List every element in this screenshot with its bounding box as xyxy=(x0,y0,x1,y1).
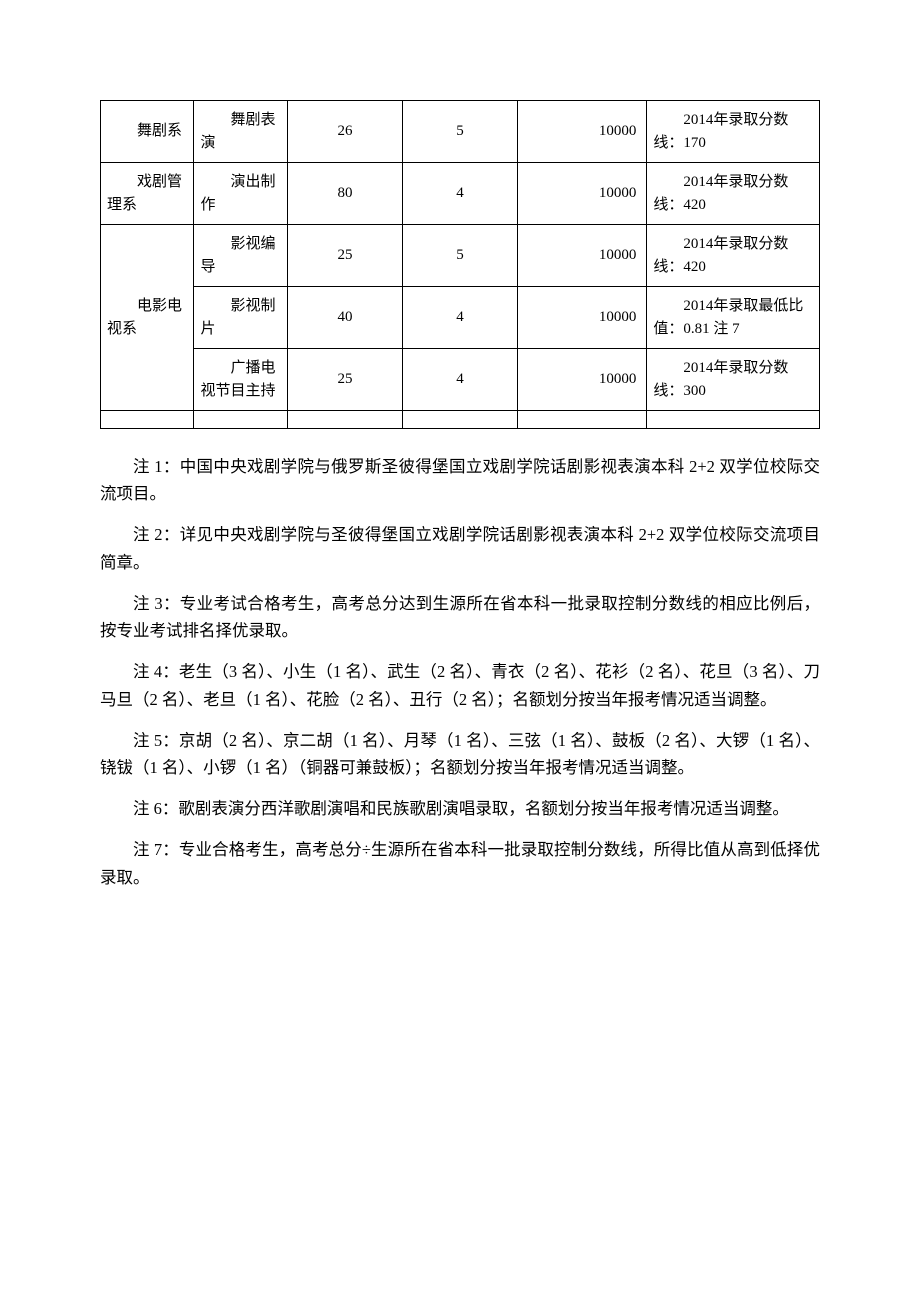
note-paragraph: 注 4：老生（3 名）、小生（1 名）、武生（2 名）、青衣（2 名）、花衫（2… xyxy=(100,658,820,712)
note-paragraph: 注 7：专业合格考生，高考总分÷生源所在省本科一批录取控制分数线，所得比值从高到… xyxy=(100,836,820,890)
cell-department: 舞剧系 xyxy=(101,101,194,163)
cell-years: 5 xyxy=(402,225,517,287)
note-paragraph: 注 1：中国中央戏剧学院与俄罗斯圣彼得堡国立戏剧学院话剧影视表演本科 2+2 双… xyxy=(100,453,820,507)
cell-quota: 25 xyxy=(287,225,402,287)
note-paragraph: 注 3：专业考试合格考生，高考总分达到生源所在省本科一批录取控制分数线的相应比例… xyxy=(100,590,820,644)
admission-table: 舞剧系舞剧表演265100002014年录取分数线：170戏剧管理系演出制作80… xyxy=(100,100,820,429)
table-row: 戏剧管理系演出制作804100002014年录取分数线：420 xyxy=(101,163,820,225)
cell-major: 舞剧表演 xyxy=(194,101,287,163)
cell-fee: 10000 xyxy=(518,101,647,163)
cell-years: 4 xyxy=(402,163,517,225)
cell-empty xyxy=(287,411,402,429)
cell-major: 演出制作 xyxy=(194,163,287,225)
cell-note: 2014年录取分数线：420 xyxy=(647,225,820,287)
cell-quota: 25 xyxy=(287,349,402,411)
cell-major: 影视编导 xyxy=(194,225,287,287)
note-paragraph: 注 5：京胡（2 名）、京二胡（1 名）、月琴（1 名）、三弦（1 名）、鼓板（… xyxy=(100,727,820,781)
cell-quota: 80 xyxy=(287,163,402,225)
note-paragraph: 注 2：详见中央戏剧学院与圣彼得堡国立戏剧学院话剧影视表演本科 2+2 双学位校… xyxy=(100,521,820,575)
cell-empty xyxy=(647,411,820,429)
cell-note: 2014年录取最低比值：0.81 注 7 xyxy=(647,287,820,349)
cell-quota: 40 xyxy=(287,287,402,349)
note-paragraph: 注 6：歌剧表演分西洋歌剧演唱和民族歌剧演唱录取，名额划分按当年报考情况适当调整… xyxy=(100,795,820,822)
cell-fee: 10000 xyxy=(518,163,647,225)
cell-fee: 10000 xyxy=(518,225,647,287)
table-row: 舞剧系舞剧表演265100002014年录取分数线：170 xyxy=(101,101,820,163)
cell-note: 2014年录取分数线：300 xyxy=(647,349,820,411)
cell-empty xyxy=(194,411,287,429)
table-row: 广播电视节目主持254100002014年录取分数线：300 xyxy=(101,349,820,411)
table-row-empty xyxy=(101,411,820,429)
cell-major: 影视制片 xyxy=(194,287,287,349)
cell-note: 2014年录取分数线：420 xyxy=(647,163,820,225)
cell-fee: 10000 xyxy=(518,287,647,349)
notes-section: 注 1：中国中央戏剧学院与俄罗斯圣彼得堡国立戏剧学院话剧影视表演本科 2+2 双… xyxy=(100,453,820,891)
cell-years: 5 xyxy=(402,101,517,163)
cell-years: 4 xyxy=(402,349,517,411)
cell-empty xyxy=(402,411,517,429)
cell-empty xyxy=(101,411,194,429)
cell-fee: 10000 xyxy=(518,349,647,411)
cell-empty xyxy=(518,411,647,429)
cell-years: 4 xyxy=(402,287,517,349)
table-row: 电影电视系影视编导255100002014年录取分数线：420 xyxy=(101,225,820,287)
cell-department: 电影电视系 xyxy=(101,225,194,411)
cell-major: 广播电视节目主持 xyxy=(194,349,287,411)
cell-quota: 26 xyxy=(287,101,402,163)
table-row: 影视制片404100002014年录取最低比值：0.81 注 7 xyxy=(101,287,820,349)
cell-note: 2014年录取分数线：170 xyxy=(647,101,820,163)
cell-department: 戏剧管理系 xyxy=(101,163,194,225)
